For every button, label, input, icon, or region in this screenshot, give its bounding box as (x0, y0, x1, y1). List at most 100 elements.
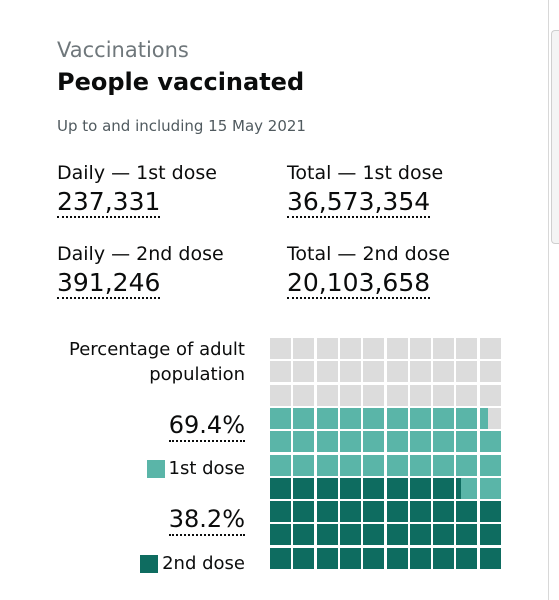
waffle-fill (363, 547, 385, 569)
stat-value: 20,103,658 (287, 268, 431, 299)
waffle-cell (270, 524, 291, 546)
waffle-fill (270, 501, 291, 523)
waffle-fill (456, 477, 461, 499)
waffle-cell (409, 547, 431, 569)
waffle-cell (293, 338, 315, 359)
waffle-cell (456, 501, 478, 523)
waffle-fill (456, 547, 478, 569)
waffle-cell (363, 361, 385, 383)
waffle-fill (270, 524, 291, 546)
waffle-cell (386, 524, 408, 546)
waffle-cell (316, 338, 338, 359)
waffle-cell (270, 454, 291, 476)
stat-label: Daily — 1st dose (57, 162, 217, 184)
waffle-fill (339, 547, 361, 569)
waffle-fill (316, 407, 338, 429)
waffle-fill (433, 431, 455, 453)
waffle-cell (293, 547, 315, 569)
waffle-fill (479, 547, 501, 569)
waffle-cell (433, 407, 455, 429)
waffle-cell (386, 454, 408, 476)
waffle-cell (363, 454, 385, 476)
waffle-cell (479, 407, 501, 429)
waffle-fill (456, 477, 478, 499)
waffle-cell (456, 407, 478, 429)
waffle-cell (409, 407, 431, 429)
waffle-fill (293, 501, 315, 523)
waffle-fill (339, 524, 361, 546)
waffle-cell (270, 384, 291, 406)
waffle-fill (456, 501, 478, 523)
waffle-fill (409, 524, 431, 546)
waffle-fill (409, 477, 431, 499)
waffle-fill (479, 524, 501, 546)
waffle-fill (339, 407, 361, 429)
waffle-fill (433, 477, 455, 499)
waffle-cell (479, 431, 501, 453)
waffle-fill (386, 477, 408, 499)
waffle-fill (363, 477, 385, 499)
waffle-cell (339, 477, 361, 499)
waffle-fill (293, 477, 315, 499)
value-label: 69.4% (168, 410, 245, 442)
title: People vaccinated (57, 68, 305, 96)
waffle-cell (293, 361, 315, 383)
waffle-fill (270, 431, 291, 453)
stat-label: Daily — 2nd dose (57, 243, 224, 265)
waffle-cell (433, 477, 455, 499)
waffle-cell (456, 477, 478, 499)
waffle-cell (386, 501, 408, 523)
stat-label: Total — 1st dose (287, 162, 444, 184)
waffle-cell (456, 454, 478, 476)
waffle-cell (270, 477, 291, 499)
waffle-cell (409, 338, 431, 359)
waffle-fill (479, 407, 489, 429)
waffle-cell (456, 338, 478, 359)
waffle-fill (386, 547, 408, 569)
waffle-cell (339, 501, 361, 523)
waffle-fill (270, 407, 291, 429)
waffle-cell (386, 338, 408, 359)
waffle-fill (316, 454, 338, 476)
waffle-cell (339, 547, 361, 569)
waffle-cell (479, 338, 501, 359)
waffle-fill (433, 547, 455, 569)
waffle-cell (339, 361, 361, 383)
waffle-cell (293, 384, 315, 406)
waffle-cell (293, 524, 315, 546)
scroll-handle (551, 30, 559, 244)
waffle-cell (433, 338, 455, 359)
waffle-fill (270, 477, 291, 499)
waffle-cell (386, 384, 408, 406)
waffle-fill (316, 431, 338, 453)
waffle-fill (363, 407, 385, 429)
waffle-cell (339, 338, 361, 359)
waffle-cell (363, 477, 385, 499)
waffle-fill (433, 524, 455, 546)
stat-label: Total — 2nd dose (287, 243, 450, 265)
stat-value: 391,246 (57, 268, 161, 299)
waffle-fill (270, 454, 291, 476)
stat-value: 36,573,354 (287, 187, 431, 218)
waffle-fill (316, 501, 338, 523)
waffle-fill (270, 547, 291, 569)
waffle-cell (479, 361, 501, 383)
waffle-cell (339, 524, 361, 546)
waffle-cell (339, 431, 361, 453)
waffle-cell (339, 454, 361, 476)
waffle-cell (339, 384, 361, 406)
legend-item: 1st dose (146, 458, 245, 479)
waffle-cell (293, 407, 315, 429)
waffle-cell (270, 501, 291, 523)
waffle-fill (293, 431, 315, 453)
waffle-cell (316, 524, 338, 546)
waffle-cell (363, 547, 385, 569)
value-label: 38.2% (168, 504, 245, 536)
waffle-cell (433, 454, 455, 476)
waffle-cell (433, 361, 455, 383)
waffle-fill (339, 431, 361, 453)
waffle-title: Percentage of adult population (69, 339, 245, 385)
waffle-cell (433, 501, 455, 523)
waffle-fill (479, 431, 501, 453)
waffle-cell (339, 407, 361, 429)
